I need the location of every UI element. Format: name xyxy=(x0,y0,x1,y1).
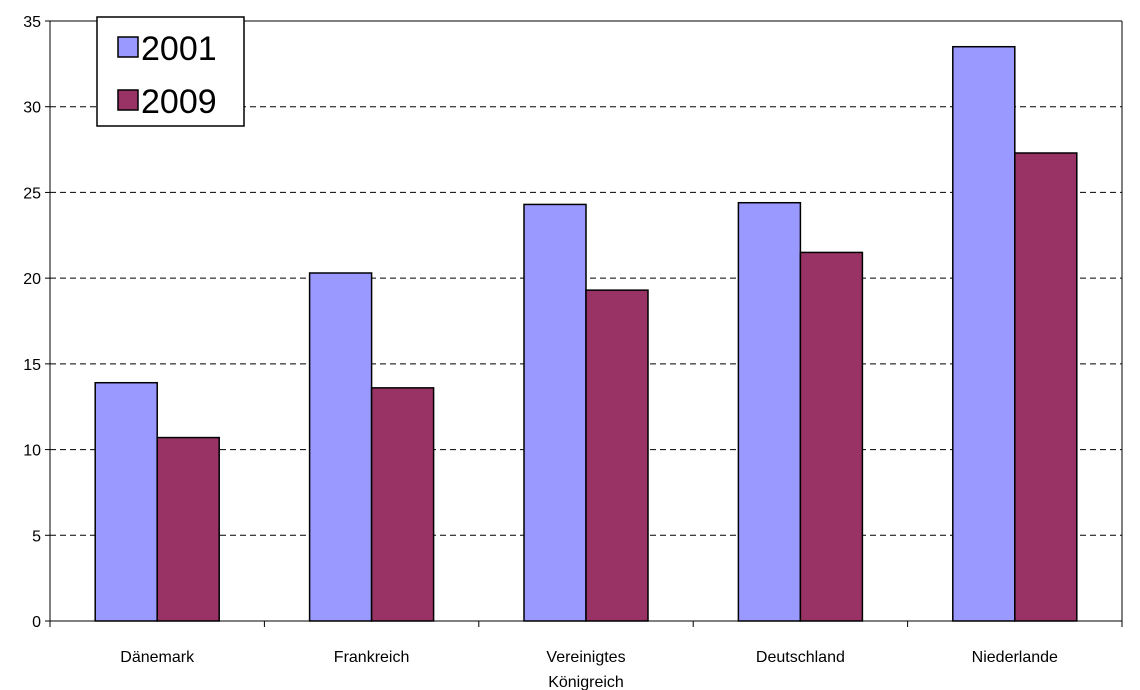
bar-2009-0 xyxy=(156,436,220,622)
x-tick-labels: Dänemark Frankreich Vereinigtes Königreich D… xyxy=(120,649,1058,690)
legend-swatch-2001 xyxy=(117,36,139,58)
bar-2001-3 xyxy=(737,201,802,622)
bar-2001-4 xyxy=(952,45,1016,622)
x-tick-label: Niederlande xyxy=(972,649,1058,666)
y-tick-label: 25 xyxy=(23,185,41,202)
legend-label-2001: 2001 xyxy=(141,30,217,68)
y-tick-label: 0 xyxy=(32,614,41,631)
bars xyxy=(94,45,1078,622)
bar-2009-2 xyxy=(585,289,649,622)
x-tick-label: Dänemark xyxy=(120,649,195,666)
x-tick-label: Deutschland xyxy=(756,649,845,666)
y-tick-label: 5 xyxy=(32,528,41,545)
y-tick-label: 10 xyxy=(23,443,41,460)
bar-2009-4 xyxy=(1014,152,1078,622)
legend-swatch-2009 xyxy=(117,89,139,111)
x-tick-label: Frankreich xyxy=(334,649,410,666)
bar-2009-1 xyxy=(370,387,435,622)
y-tick-label: 15 xyxy=(23,357,41,374)
legend-label-2009: 2009 xyxy=(141,83,217,121)
x-tick-label: Vereinigtes xyxy=(546,649,625,666)
bar-2001-0 xyxy=(94,381,158,622)
x-tick-label: Königreich xyxy=(548,674,624,690)
bar-2001-1 xyxy=(308,272,373,622)
bar-2001-2 xyxy=(523,203,587,622)
y-tick-label: 35 xyxy=(23,14,41,31)
y-tick-label: 20 xyxy=(23,271,41,288)
y-tick-labels: 0 5 10 15 20 25 30 35 xyxy=(23,14,41,631)
bar-2009-3 xyxy=(799,251,864,622)
y-tick-label: 30 xyxy=(23,100,41,117)
legend: 2001 2009 xyxy=(96,16,245,127)
